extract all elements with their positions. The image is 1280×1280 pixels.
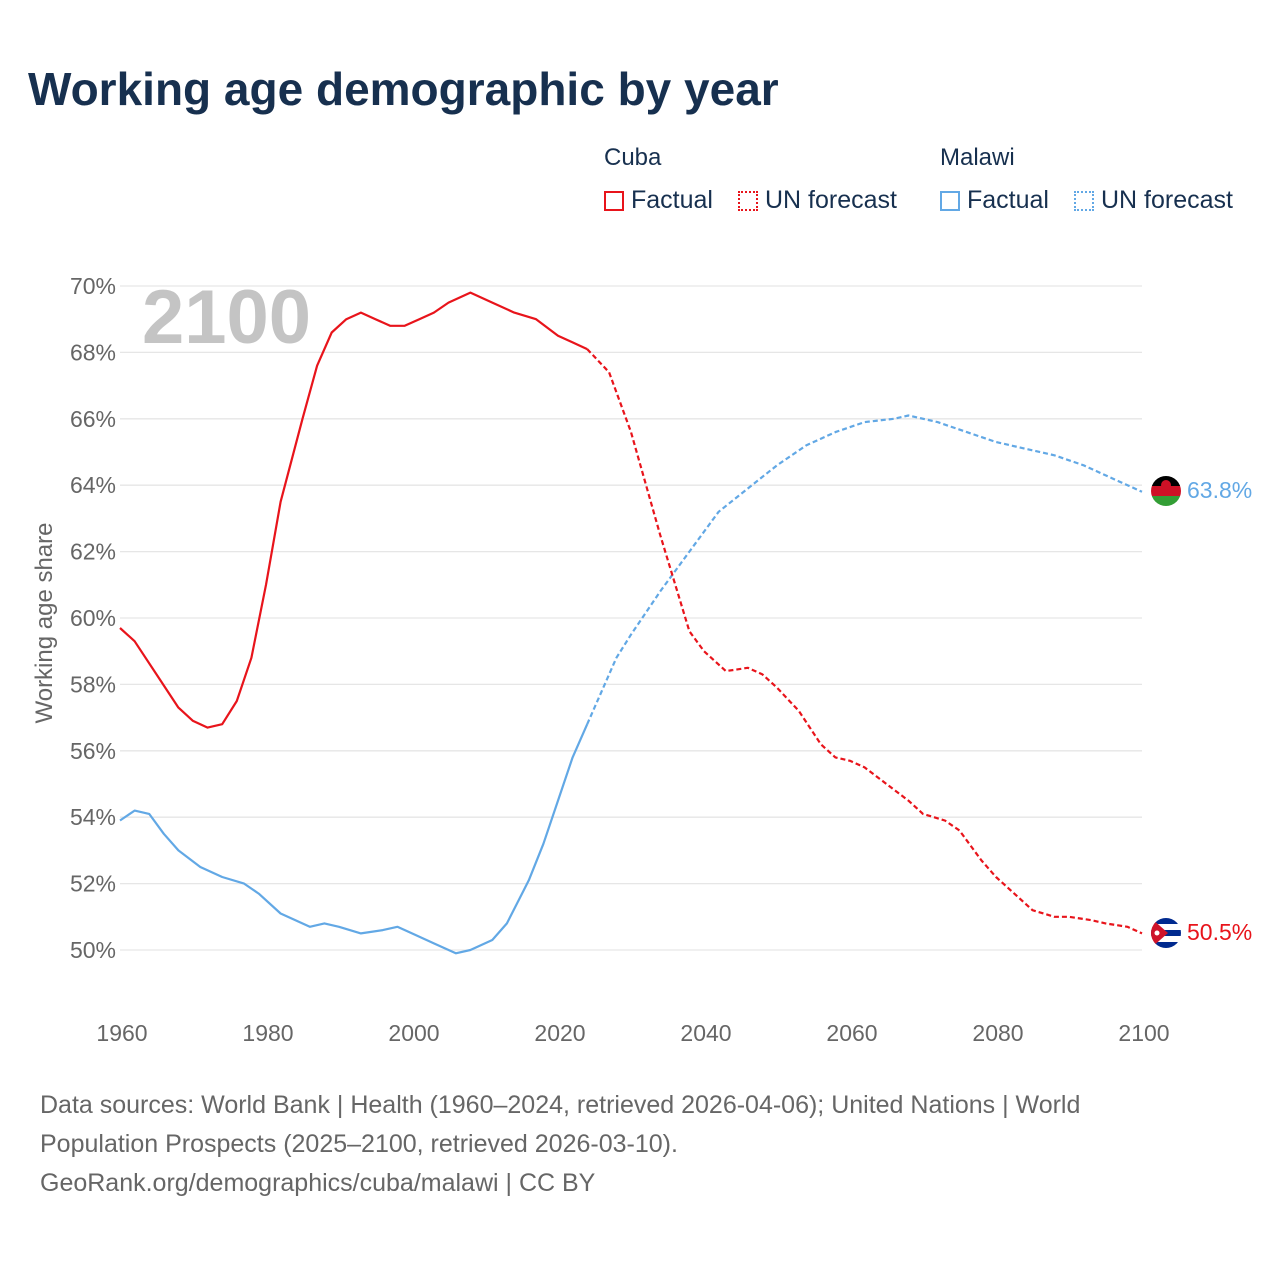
- footer-line-3[interactable]: GeoRank.org/demographics/cuba/malawi | C…: [40, 1169, 596, 1197]
- x-axis-ticks: 1960 1980 2000 2020 2040 2060 2080 2100: [96, 1020, 1169, 1046]
- legend-group-cuba: Cuba: [604, 144, 662, 171]
- y-tick-label: 64%: [70, 472, 116, 498]
- legend-malawi-forecast-swatch: [1074, 190, 1094, 211]
- cuba-forecast-line: [586, 348, 1143, 935]
- footer-sources: Data sources: World Bank | Health (1960–…: [40, 1086, 1240, 1203]
- x-tick-label: 2080: [972, 1020, 1023, 1046]
- x-tick-label: 1980: [242, 1020, 293, 1046]
- cuba-flag-icon: [1151, 918, 1181, 948]
- x-tick-label: 2060: [826, 1020, 877, 1046]
- malawi-end-value: 63.8%: [1187, 477, 1252, 503]
- legend-malawi-forecast-label: UN forecast: [1101, 186, 1233, 214]
- y-tick-label: 70%: [70, 273, 116, 299]
- grid-lines: [120, 285, 1142, 951]
- y-tick-label: 50%: [70, 937, 116, 963]
- x-tick-label: 2040: [680, 1020, 731, 1046]
- y-tick-label: 68%: [70, 339, 116, 365]
- y-tick-label: 56%: [70, 738, 116, 764]
- x-tick-label: 1960: [96, 1020, 147, 1046]
- year-watermark: 2100: [142, 275, 311, 360]
- legend-malawi-factual[interactable]: Factual: [940, 186, 1049, 215]
- y-axis-ticks: 50% 52% 54% 56% 58% 60% 62% 64% 66% 68% 70%: [70, 273, 116, 963]
- x-tick-label: 2020: [534, 1020, 585, 1046]
- footer-line-2: Population Prospects (2025–2100, retriev…: [40, 1130, 678, 1158]
- y-tick-label: 54%: [70, 804, 116, 830]
- legend-cuba-forecast[interactable]: UN forecast: [738, 186, 897, 215]
- series-layer: [119, 291, 1143, 955]
- y-tick-label: 52%: [70, 871, 116, 897]
- x-tick-label: 2000: [388, 1020, 439, 1046]
- legend-cuba-factual-label: Factual: [631, 186, 713, 214]
- x-tick-label: 2100: [1118, 1020, 1169, 1046]
- malawi-factual-line: [119, 723, 589, 955]
- legend-cuba-forecast-swatch: [738, 190, 758, 211]
- legend-cuba-factual[interactable]: Factual: [604, 186, 713, 215]
- legend-malawi-forecast[interactable]: UN forecast: [1074, 186, 1233, 215]
- chart-title: Working age demographic by year: [28, 63, 779, 115]
- legend-malawi-factual-label: Factual: [967, 186, 1049, 214]
- y-tick-label: 62%: [70, 539, 116, 565]
- cuba-end-value: 50.5%: [1187, 919, 1252, 945]
- footer-line-1: Data sources: World Bank | Health (1960–…: [40, 1091, 1081, 1119]
- legend-cuba-factual-swatch: [604, 190, 624, 211]
- y-tick-label: 60%: [70, 605, 116, 631]
- y-axis-label: Working age share: [31, 523, 58, 724]
- line-chart: 50%52%54%56%58%60%62%64%66%68%70% 1960 19…: [31, 273, 1252, 1046]
- malawi-forecast-line: [586, 414, 1143, 725]
- legend-group-malawi: Malawi: [940, 144, 1015, 171]
- y-tick-label: 66%: [70, 406, 116, 432]
- y-tick-label: 58%: [70, 671, 116, 697]
- legend-cuba-forecast-label: UN forecast: [765, 186, 897, 214]
- legend-malawi-factual-swatch: [940, 190, 960, 211]
- cuba-factual-line: [119, 291, 588, 729]
- malawi-flag-icon: [1151, 476, 1181, 506]
